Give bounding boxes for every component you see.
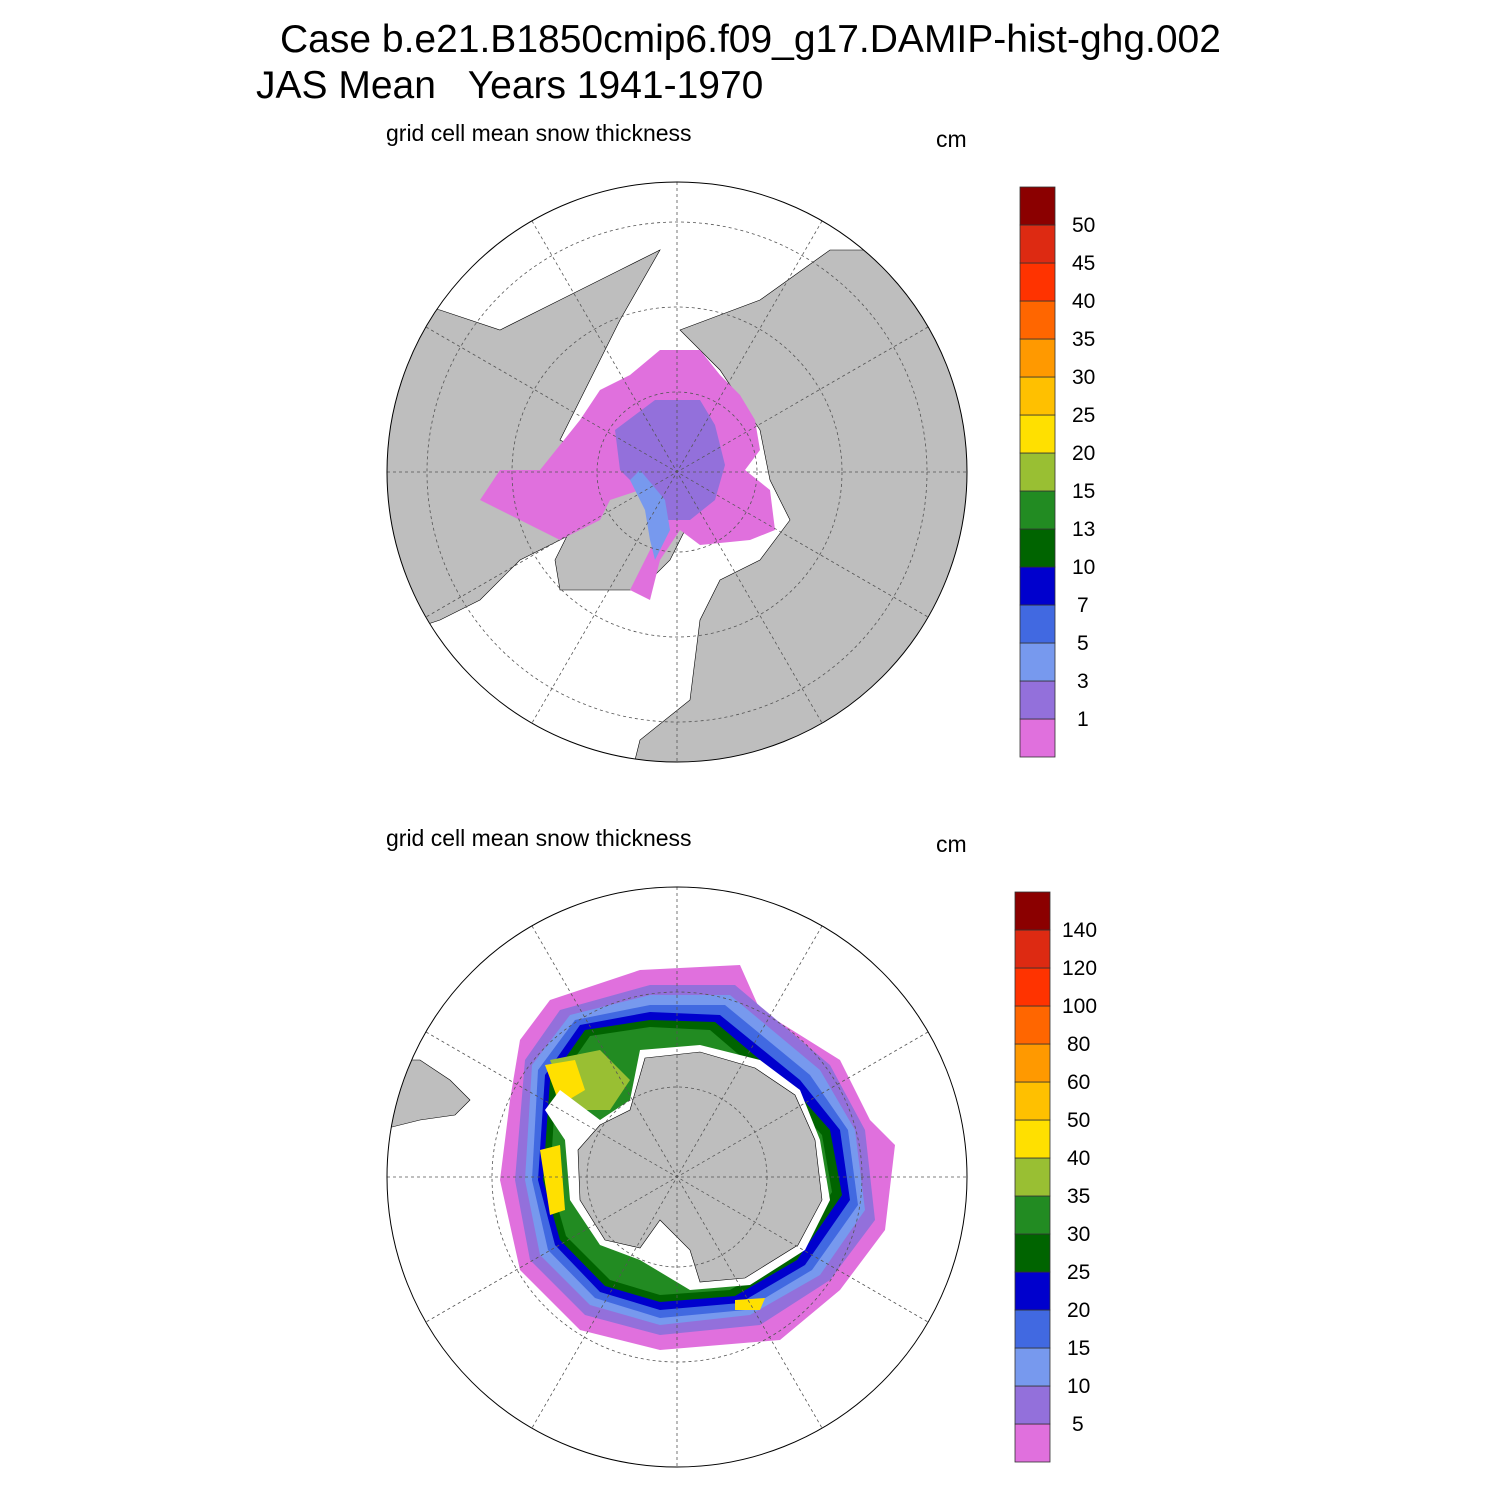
colorbar-label: 10 (1072, 556, 1095, 579)
arctic-map (387, 182, 967, 762)
colorbar-label: 45 (1072, 252, 1095, 275)
sea-ice-yellow-3 (735, 1298, 765, 1310)
arctic-boundary (386, 181, 968, 763)
colorbar-box (1019, 262, 1056, 302)
colorbar-box (1019, 376, 1056, 416)
land-antarctica (577, 1051, 823, 1283)
title-line-2: JAS Mean Years 1941-1970 (256, 64, 764, 107)
colorbar-box (1014, 1005, 1051, 1045)
colorbar-box (1019, 300, 1056, 340)
colorbar-label: 15 (1072, 480, 1095, 503)
colorbar-label: 20 (1067, 1299, 1090, 1322)
title-line-1: Case b.e21.B1850cmip6.f09_g17.DAMIP-hist… (280, 18, 1221, 61)
colorbar-box (1019, 642, 1056, 682)
colorbar-label: 120 (1062, 957, 1097, 980)
colorbar-label: 100 (1062, 995, 1097, 1018)
colorbar-box (1014, 1271, 1051, 1311)
colorbar-box (1019, 338, 1056, 378)
colorbar-label: 40 (1067, 1147, 1090, 1170)
antarctic-grid (387, 887, 967, 1467)
colorbar-label: 1 (1077, 708, 1089, 731)
colorbar-box (1019, 718, 1056, 758)
colorbar-label: 5 (1077, 632, 1089, 655)
colorbar-label: 40 (1072, 290, 1095, 313)
colorbar-box (1014, 1347, 1051, 1387)
arctic-grid (387, 182, 967, 762)
colorbar-box (1014, 1385, 1051, 1425)
colorbar-box (1014, 967, 1051, 1007)
subtitle-top: grid cell mean snow thickness (386, 120, 692, 146)
colorbar-box (1014, 929, 1051, 969)
colorbar-box (1019, 186, 1056, 226)
colorbar-bottom: 5 10 15 20 25 30 35 40 50 60 80 100 120 140 (1014, 891, 1097, 1463)
colorbar-box (1019, 452, 1056, 492)
land-north-america (387, 249, 661, 641)
colorbar-label: 60 (1067, 1071, 1090, 1094)
colorbar-label: 3 (1077, 670, 1089, 693)
colorbar-box (1019, 566, 1056, 606)
subtitle-bottom: grid cell mean snow thickness (386, 825, 692, 851)
colorbar-label: 10 (1067, 1375, 1090, 1398)
colorbar-box (1019, 490, 1056, 530)
colorbar-label: 15 (1067, 1337, 1090, 1360)
colorbar-box (1019, 680, 1056, 720)
sea-ice-blue (630, 470, 670, 560)
colorbar-label: 7 (1077, 594, 1089, 617)
colorbar-label: 25 (1072, 404, 1095, 427)
colorbar-box (1019, 414, 1056, 454)
colorbar-label: 80 (1067, 1033, 1090, 1056)
colorbar-label: 35 (1067, 1185, 1090, 1208)
colorbar-box (1014, 1119, 1051, 1159)
colorbar-box (1014, 1233, 1051, 1273)
colorbar-label: 35 (1072, 328, 1095, 351)
colorbar-label: 30 (1072, 366, 1095, 389)
colorbar-label: 140 (1062, 919, 1097, 942)
colorbar-label: 50 (1072, 214, 1095, 237)
sea-ice-yellow-2 (540, 1145, 565, 1215)
colorbar-box (1014, 1309, 1051, 1349)
colorbar-label: 50 (1067, 1109, 1090, 1132)
colorbar-box (1014, 1043, 1051, 1083)
colorbar-box (1014, 1195, 1051, 1235)
colorbar-box (1014, 1423, 1051, 1463)
colorbar-box (1019, 604, 1056, 644)
colorbar-box (1014, 1081, 1051, 1121)
colorbar-box (1014, 891, 1051, 931)
colorbar-box (1019, 528, 1056, 568)
colorbar-label: 20 (1072, 442, 1095, 465)
colorbar-label: 13 (1072, 518, 1095, 541)
colorbar-label: 25 (1067, 1261, 1090, 1284)
colorbar-box (1019, 224, 1056, 264)
units-bottom: cm (936, 831, 967, 857)
antarctic-boundary (386, 886, 968, 1468)
sea-ice-yellow-1 (545, 1060, 585, 1105)
colorbar-box (1014, 1157, 1051, 1197)
colorbar-label: 5 (1072, 1413, 1084, 1436)
antarctic-map (387, 887, 967, 1467)
colorbar-label: 30 (1067, 1223, 1090, 1246)
units-top: cm (936, 126, 967, 152)
